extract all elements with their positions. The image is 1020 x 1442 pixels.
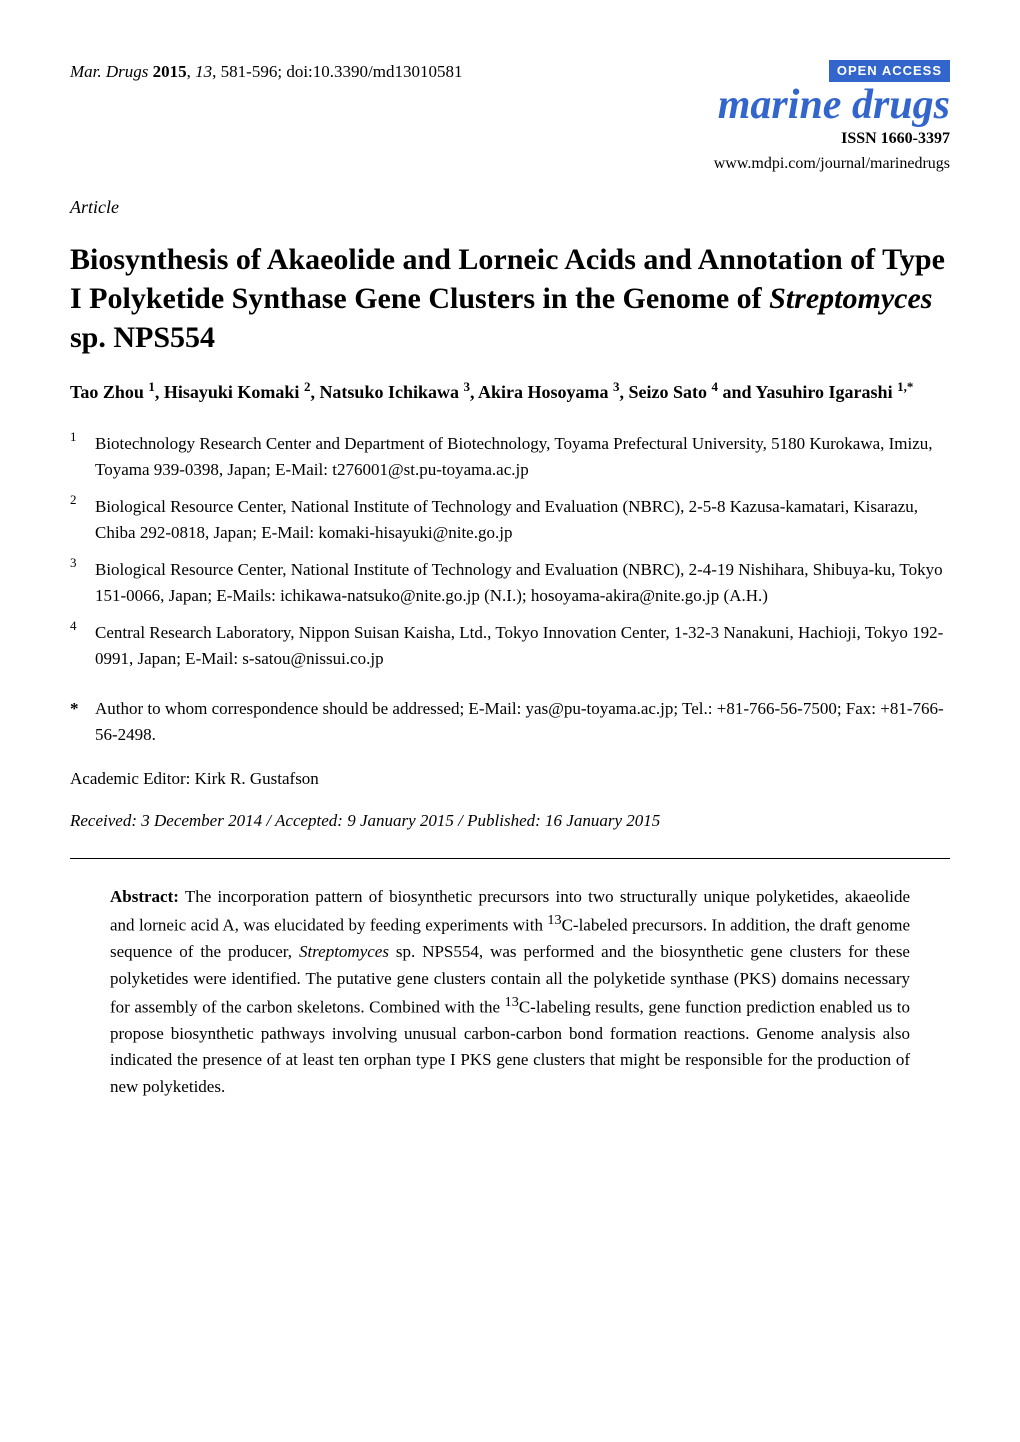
author-3: Akira Hosoyama 3 bbox=[478, 382, 620, 402]
citation-year: 2015 bbox=[153, 62, 187, 81]
corresponding-author: * Author to whom correspondence should b… bbox=[70, 696, 950, 747]
header-row: Mar. Drugs 2015, 13, 581-596; doi:10.339… bbox=[70, 60, 950, 175]
c13-sup-1: 13 bbox=[547, 912, 561, 928]
affil-text-4: Central Research Laboratory, Nippon Suis… bbox=[95, 620, 950, 671]
article-dates: Received: 3 December 2014 / Accepted: 9 … bbox=[70, 809, 950, 833]
abstract-species: Streptomyces bbox=[299, 942, 389, 961]
affil-text-3: Biological Resource Center, National Ins… bbox=[95, 557, 950, 608]
open-access-badge: OPEN ACCESS bbox=[829, 60, 950, 82]
affiliation-2: 2 Biological Resource Center, National I… bbox=[70, 494, 950, 545]
affiliation-1: 1 Biotechnology Research Center and Depa… bbox=[70, 431, 950, 482]
title-species: Streptomyces bbox=[769, 282, 932, 315]
affil-num-1: 1 bbox=[70, 427, 95, 478]
article-type: Article bbox=[70, 195, 950, 220]
journal-block: OPEN ACCESS marine drugs ISSN 1660-3397 … bbox=[714, 60, 950, 175]
citation-details: , 13, 581-596; doi:10.3390/md13010581 bbox=[187, 62, 463, 81]
citation: Mar. Drugs 2015, 13, 581-596; doi:10.339… bbox=[70, 60, 462, 84]
c13-sup-2: 13 bbox=[505, 994, 519, 1010]
divider bbox=[70, 858, 950, 859]
abstract-label: Abstract: bbox=[110, 887, 179, 906]
title-part2: sp. NPS554 bbox=[70, 321, 215, 354]
journal-name: marine drugs bbox=[714, 84, 950, 126]
citation-journal: Mar. Drugs bbox=[70, 62, 148, 81]
journal-url: www.mdpi.com/journal/marinedrugs bbox=[714, 153, 950, 175]
author-0: Tao Zhou 1 bbox=[70, 382, 155, 402]
corr-star: * bbox=[70, 696, 95, 747]
affil-num-2: 2 bbox=[70, 490, 95, 541]
author-4: Seizo Sato 4 bbox=[629, 382, 719, 402]
affil-num-3: 3 bbox=[70, 553, 95, 604]
affiliations: 1 Biotechnology Research Center and Depa… bbox=[70, 431, 950, 671]
author-5: Yasuhiro Igarashi 1,* bbox=[755, 382, 913, 402]
author-2: Natsuko Ichikawa 3 bbox=[319, 382, 470, 402]
author-1: Hisayuki Komaki 2 bbox=[164, 382, 311, 402]
abstract: Abstract: The incorporation pattern of b… bbox=[70, 884, 950, 1100]
journal-issn: ISSN 1660-3397 bbox=[714, 128, 950, 150]
corr-text: Author to whom correspondence should be … bbox=[95, 696, 950, 747]
article-title: Biosynthesis of Akaeolide and Lorneic Ac… bbox=[70, 240, 950, 357]
authors-list: Tao Zhou 1, Hisayuki Komaki 2, Natsuko I… bbox=[70, 377, 950, 406]
affil-text-1: Biotechnology Research Center and Depart… bbox=[95, 431, 950, 482]
academic-editor: Academic Editor: Kirk R. Gustafson bbox=[70, 767, 950, 791]
affiliation-3: 3 Biological Resource Center, National I… bbox=[70, 557, 950, 608]
affil-num-4: 4 bbox=[70, 616, 95, 667]
affil-text-2: Biological Resource Center, National Ins… bbox=[95, 494, 950, 545]
affiliation-4: 4 Central Research Laboratory, Nippon Su… bbox=[70, 620, 950, 671]
